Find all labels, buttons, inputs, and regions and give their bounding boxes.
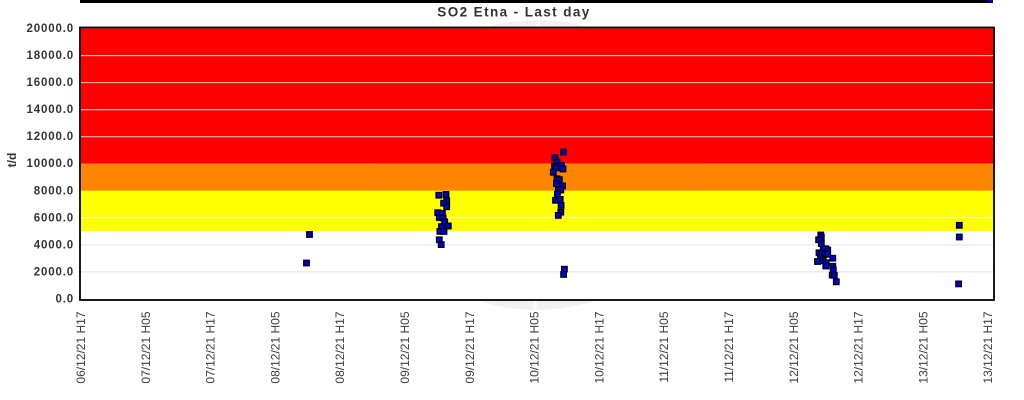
svg-text:12/12/21 H05: 12/12/21 H05 [787, 311, 801, 383]
svg-text:16000.0: 16000.0 [26, 77, 74, 89]
svg-text:10/12/21 H17: 10/12/21 H17 [592, 311, 606, 383]
svg-text:18000.0: 18000.0 [26, 50, 74, 62]
svg-text:6000.0: 6000.0 [34, 212, 74, 224]
svg-text:13/12/21 H05: 13/12/21 H05 [916, 311, 930, 383]
svg-text:11/12/21 H05: 11/12/21 H05 [657, 311, 671, 382]
svg-text:06/12/21 H17: 06/12/21 H17 [74, 311, 88, 383]
svg-text:07/12/21 H05: 07/12/21 H05 [139, 311, 153, 383]
svg-text:09/12/21 H05: 09/12/21 H05 [398, 311, 412, 383]
svg-text:20000.0: 20000.0 [26, 23, 74, 35]
svg-text:12/12/21 H17: 12/12/21 H17 [852, 311, 866, 383]
svg-text:SO2 Etna - Last day: SO2 Etna - Last day [437, 5, 590, 20]
svg-text:4000.0: 4000.0 [34, 239, 74, 251]
svg-text:0.0: 0.0 [55, 294, 74, 306]
svg-text:07/12/21 H17: 07/12/21 H17 [204, 311, 218, 383]
svg-text:10/12/21 H05: 10/12/21 H05 [528, 311, 542, 383]
svg-text:11/12/21 H17: 11/12/21 H17 [722, 311, 736, 382]
svg-text:10000.0: 10000.0 [26, 158, 74, 170]
svg-text:08/12/21 H17: 08/12/21 H17 [333, 311, 347, 383]
svg-text:13/12/21 H17: 13/12/21 H17 [981, 311, 995, 383]
svg-text:14000.0: 14000.0 [26, 104, 74, 116]
svg-text:12000.0: 12000.0 [26, 131, 74, 143]
svg-text:2000.0: 2000.0 [34, 266, 74, 278]
svg-text:08/12/21 H05: 08/12/21 H05 [268, 311, 282, 383]
svg-text:09/12/21 H17: 09/12/21 H17 [463, 311, 477, 383]
svg-text:8000.0: 8000.0 [34, 185, 74, 197]
svg-text:t/d: t/d [5, 153, 19, 168]
